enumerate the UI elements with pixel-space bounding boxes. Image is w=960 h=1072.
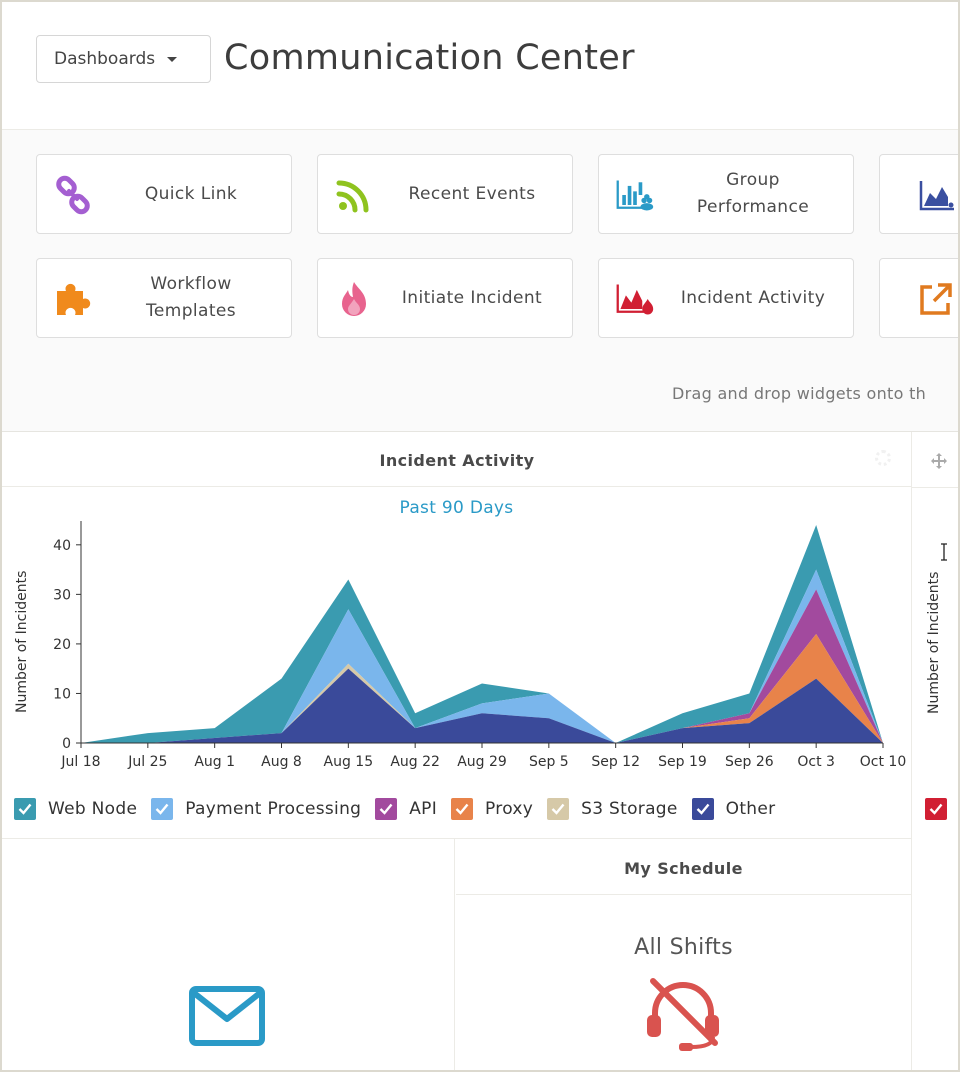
widget-tile-label: Quick Link [144, 183, 238, 204]
move-icon[interactable] [930, 452, 948, 470]
dashboards-dropdown-label: Dashboards [54, 49, 156, 69]
legend-checkbox[interactable] [547, 798, 570, 820]
area-chart-fire-icon [615, 279, 655, 319]
incident-activity-chart: Past 90 Days Number of Incidents 0 10 20 30… [2, 488, 911, 838]
legend-label: Payment Processing [185, 799, 362, 819]
legend-item-api[interactable]: API [375, 798, 437, 820]
widget-tile-partial-top[interactable] [879, 154, 958, 234]
divider [912, 487, 958, 488]
incident-activity-header: Incident Activity [2, 432, 912, 487]
widget-tile-initiate-incident[interactable]: Initiate Incident [317, 258, 573, 338]
area-chart: 0 10 20 30 40 Jul 18 Jul 25 Aug 1 Aug 8 Aug 15 Aug… [53, 521, 906, 770]
x-tick-label: Sep 26 [725, 754, 774, 770]
dashboards-dropdown[interactable]: Dashboards [36, 35, 211, 83]
my-schedule-header: My Schedule [456, 839, 911, 895]
x-tick-label: Aug 15 [324, 754, 374, 770]
area-series-payment-processing[interactable] [81, 569, 883, 743]
adjacent-panel [911, 432, 958, 1070]
header: Dashboards Communication Center [2, 2, 958, 130]
y-tick-label: 20 [53, 637, 71, 653]
area-series-other[interactable] [81, 668, 883, 743]
headset-off-icon [647, 978, 719, 1051]
widget-palette: Quick Link Recent Events [2, 130, 958, 432]
bottom-panels: My Schedule All Shifts [2, 838, 911, 1070]
widget-tile-label: Group Performance [696, 170, 810, 217]
x-tick-label: Jul 18 [60, 754, 100, 770]
x-tick-label: Sep 19 [658, 754, 707, 770]
widget-tile-quick-link[interactable]: Quick Link [36, 154, 292, 234]
legend-checkbox[interactable] [691, 798, 714, 820]
legend-item-s3-storage[interactable]: S3 Storage [547, 798, 678, 820]
adjacent-chart-y-axis-label: Number of Incidents [926, 571, 942, 714]
widget-tile-incident-activity[interactable]: Incident Activity [598, 258, 854, 338]
widget-tile-label: Incident Activity [680, 287, 826, 308]
legend-item-web-node[interactable]: Web Node [14, 798, 137, 820]
widget-tile-label: Workflow Templates [145, 274, 237, 321]
rss-feed-icon [334, 175, 374, 215]
legend-label: Proxy [485, 799, 534, 819]
y-tick-label: 40 [53, 538, 71, 554]
mail-icon[interactable] [188, 985, 266, 1047]
area-chart-feed-icon [918, 175, 958, 215]
legend-item-payment-processing[interactable]: Payment Processing [151, 798, 361, 820]
adjacent-legend-checkbox[interactable] [925, 798, 947, 820]
external-link-icon [916, 279, 956, 319]
group-bar-chart-icon [615, 175, 655, 215]
legend-label: Web Node [48, 799, 138, 819]
legend-checkbox[interactable] [451, 798, 474, 820]
legend-checkbox[interactable] [375, 798, 398, 820]
legend-label: Other [725, 799, 776, 819]
x-tick-label: Aug 29 [457, 754, 507, 770]
chart-subtitle[interactable]: Past 90 Days [399, 498, 514, 518]
y-tick-label: 30 [53, 587, 71, 603]
shift-filter-label[interactable]: All Shifts [634, 935, 733, 960]
x-tick-label: Jul 25 [127, 754, 167, 770]
widget-tile-partial-bottom[interactable] [879, 258, 958, 338]
legend-item-proxy[interactable]: Proxy [451, 798, 533, 820]
widget-tile-workflow-templates[interactable]: Workflow Templates [36, 258, 292, 338]
widget-tile-label: Recent Events [408, 183, 536, 204]
panel-title: My Schedule [624, 859, 743, 878]
puzzle-piece-icon [53, 279, 93, 319]
widget-tile-label: Initiate Incident [401, 287, 543, 308]
y-tick-label: 10 [53, 686, 71, 702]
drag-drop-hint: Drag and drop widgets onto th [672, 384, 927, 403]
x-tick-label: Oct 10 [860, 754, 906, 770]
settings-gear-icon[interactable] [875, 450, 891, 466]
legend-checkbox[interactable] [14, 798, 36, 820]
flame-icon [334, 279, 374, 319]
x-tick-label: Oct 3 [797, 754, 835, 770]
x-tick-label: Sep 12 [591, 754, 640, 770]
widget-tile-group-performance[interactable]: Group Performance [598, 154, 854, 234]
x-tick-label: Aug 22 [390, 754, 440, 770]
area-series-web-node[interactable] [81, 525, 883, 743]
messages-panel [2, 839, 455, 1070]
widget-tile-recent-events[interactable]: Recent Events [317, 154, 573, 234]
y-tick-label: 0 [62, 736, 71, 752]
legend-label: S3 Storage [581, 799, 678, 819]
x-tick-label: Sep 5 [529, 754, 569, 770]
caret-down-icon [167, 56, 178, 62]
page-title: Communication Center [224, 38, 635, 78]
legend-checkbox[interactable] [151, 798, 174, 820]
legend-label: API [409, 799, 438, 819]
link-icon [53, 175, 93, 215]
legend-item-other[interactable]: Other [691, 798, 776, 820]
x-tick-label: Aug 1 [194, 754, 235, 770]
x-tick-label: Aug 8 [261, 754, 302, 770]
panel-title: Incident Activity [379, 451, 535, 470]
chart-legend: Web Node Payment Processing API Proxy S3 Sto… [14, 798, 789, 820]
text-cursor-icon [941, 543, 947, 561]
